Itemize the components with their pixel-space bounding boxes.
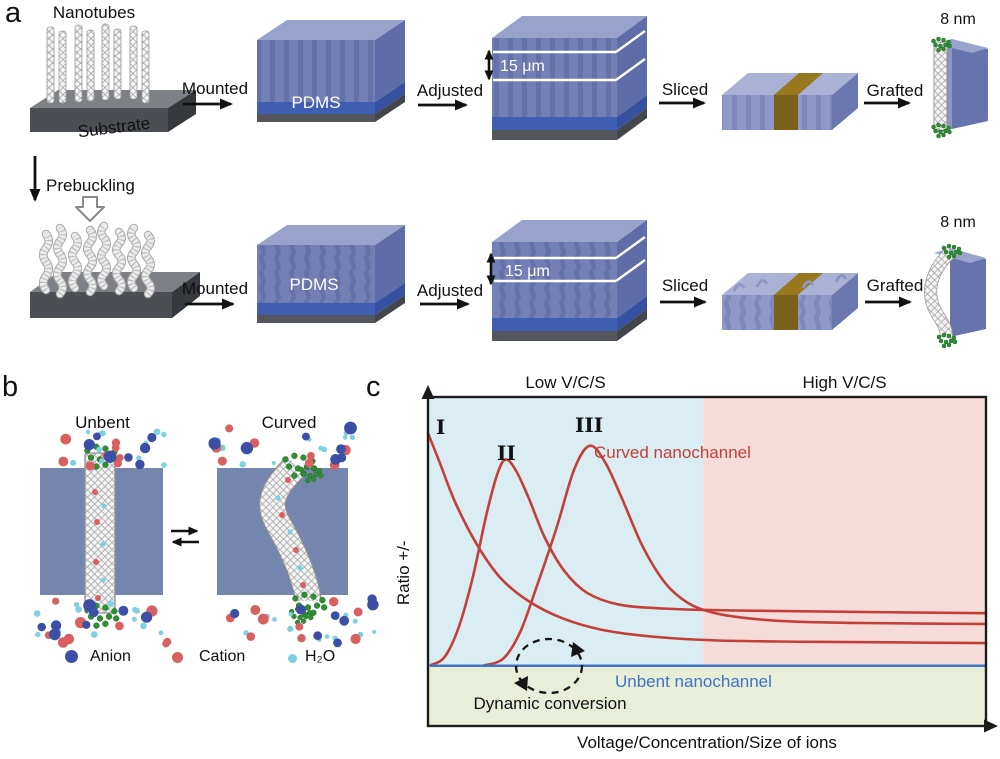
panel-c-letter: c [366,371,381,403]
curve-label-2: II [497,441,516,465]
low-region-label: Low V/C/S [525,373,606,392]
dynamic-conversion-label: Dynamic conversion [473,694,627,713]
curved-nanochannel-label: Curved nanochannel [594,443,751,462]
panel-b-letter: b [2,371,19,403]
curved-title: Curved [261,413,317,432]
anion-legend-dot [65,650,78,663]
grafted-label-row2: Grafted [866,276,924,295]
diameter-label-row2: 8 nm [940,214,976,231]
ions-inside-curved [275,477,306,588]
water-legend-dot [288,654,297,663]
sliced-slab-row2 [722,273,858,330]
ion-scatter [33,421,379,648]
adjusted-label-row1: Adjusted [416,81,484,100]
water-legend-label: H₂O [305,648,336,665]
panel-a-row1 [30,16,988,140]
diameter-label-row1: 8 nm [940,11,976,28]
thickness-label-row1: 15 μm [500,58,545,75]
high-region-label: High V/C/S [802,373,887,392]
cation-legend-label: Cation [199,648,246,665]
thickness-label-row2: 15 μm [505,263,550,280]
panel-a-letter: a [5,0,22,29]
wavy-tops [732,274,848,292]
pdms-label-row2: PDMS [289,275,339,294]
unbent-nanotube [84,452,116,614]
sliced-label-row2: Sliced [661,276,709,295]
pdms-block-row1 [257,20,405,122]
equilibrium-arrows [171,526,199,547]
unbent-nanochannel-label: Unbent nanochannel [615,672,772,691]
substrate-straight [30,90,196,132]
grafted-chip-row2 [924,247,986,340]
adjusted-block-row2 [486,220,647,341]
nanotubes-label: Nanotubes [52,3,136,22]
prebuckling-label: Prebuckling [46,176,135,195]
sliced-slab-row1 [722,73,858,130]
adjusted-block-row1 [484,16,647,140]
dynamic-conversion-cycle [514,637,585,695]
grafted-chip-row1 [933,39,988,133]
mounted-label-row2: Mounted [181,279,249,298]
slice-lines-row1 [493,30,646,82]
grafted-label-row1: Grafted [866,81,924,100]
mounted-label-row1: Mounted [181,79,249,98]
y-axis-label: Ratio +/- [394,540,414,606]
x-axis-label: Voltage/Concentration/Size of ions [577,733,837,752]
curve-label-3: III [575,413,604,437]
wavy-nanotubes [39,221,155,299]
slice-lines-row2 [494,236,646,283]
curve-label-1: I [436,415,446,439]
sliced-label-row1: Sliced [661,80,709,99]
panel-c-chart [421,385,998,733]
pdms-block-row2 [257,225,405,323]
anion-legend-label: Anion [90,648,131,665]
panel-b-illustration [33,36,963,648]
hollow-down-arrow [75,196,105,222]
panel-a-row2 [29,156,986,341]
adjusted-label-row2: Adjusted [416,281,484,300]
ions-inside-unbent [92,489,107,601]
pdms-label-row1: PDMS [291,93,341,112]
cation-legend-dot [172,652,183,663]
unbent-title: Unbent [75,413,130,432]
straight-nanotubes [46,23,150,104]
